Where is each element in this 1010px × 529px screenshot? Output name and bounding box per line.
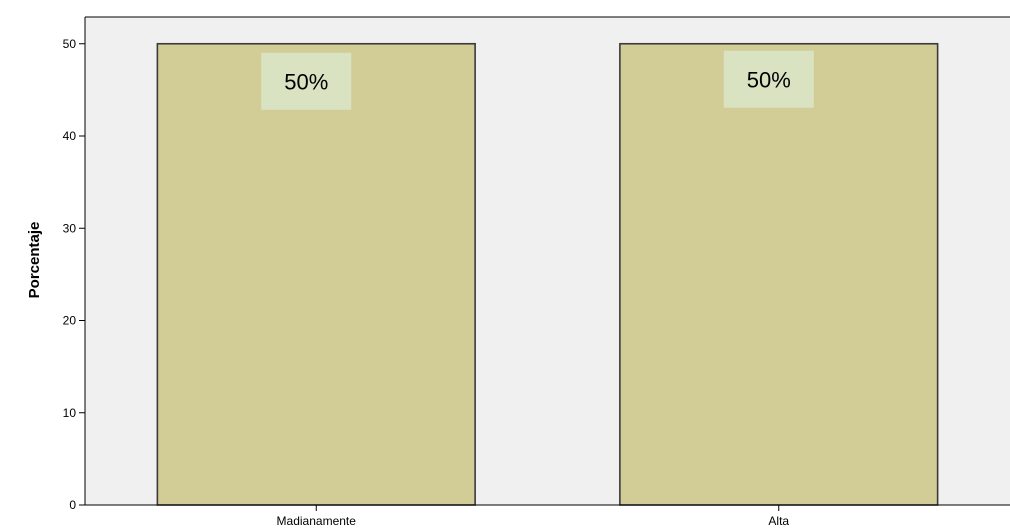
bar-alta bbox=[619, 42, 939, 506]
y-tick-label: 0 bbox=[69, 498, 76, 512]
y-axis-title: Porcentaje bbox=[26, 222, 43, 299]
x-axis: Madianamente Alta bbox=[85, 16, 1010, 528]
y-tick-label: 50 bbox=[63, 37, 77, 51]
data-label: 50% bbox=[284, 69, 328, 94]
y-axis: 0 10 20 30 40 50 bbox=[63, 17, 86, 512]
data-label-box bbox=[723, 50, 814, 108]
x-tick-label: Madianamente bbox=[277, 514, 357, 528]
bar-madianamente bbox=[156, 42, 476, 506]
y-tick-label: 40 bbox=[63, 129, 77, 143]
x-tick-label: Alta bbox=[768, 514, 789, 528]
data-labels: 50% 50% bbox=[261, 50, 814, 110]
data-label: 50% bbox=[747, 67, 791, 92]
bars bbox=[156, 42, 939, 506]
data-label-box bbox=[261, 52, 352, 110]
y-tick-label: 30 bbox=[63, 221, 77, 235]
y-tick-label: 10 bbox=[63, 406, 77, 420]
y-tick-label: 20 bbox=[63, 314, 77, 328]
